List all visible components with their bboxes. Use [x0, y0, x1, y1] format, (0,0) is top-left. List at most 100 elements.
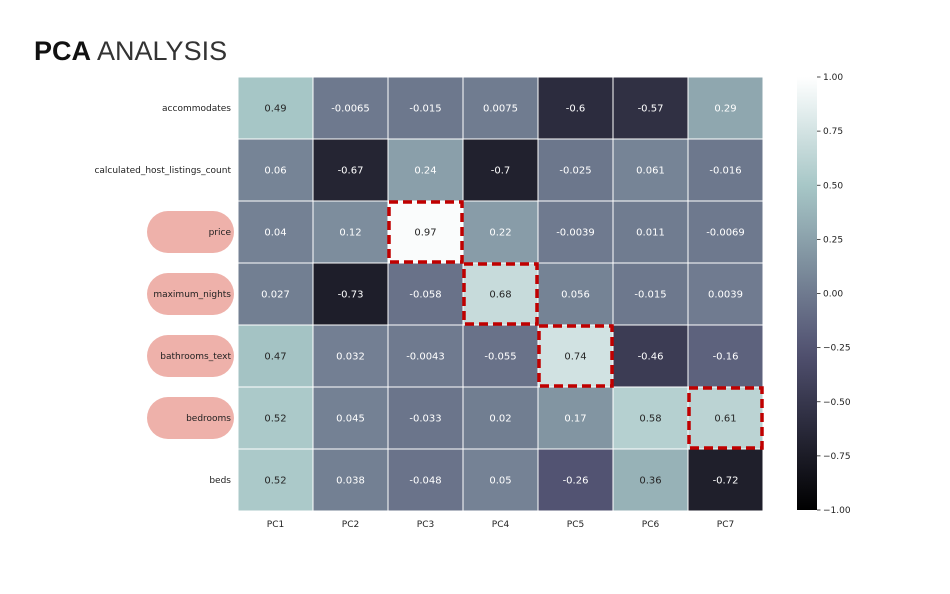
- cell-value-label: 0.02: [489, 414, 511, 425]
- cell-value-label: -0.73: [338, 290, 364, 301]
- heatmap-cell-bedrooms-pc2: [312, 386, 389, 450]
- heatmap-cell-maximum-nights-pc2: [312, 262, 389, 326]
- heatmap-cell-accommodates-pc1: [237, 76, 314, 140]
- heatmap-cell-accommodates-pc3: [387, 76, 464, 140]
- cell-value-label: 0.74: [564, 352, 586, 363]
- row-label-price: price: [209, 228, 232, 238]
- row-label-highlights: [147, 211, 234, 439]
- cell-value-label: -0.16: [713, 352, 739, 363]
- cell-value-label: -0.46: [638, 352, 664, 363]
- cell-value-label: 0.04: [264, 228, 286, 239]
- heatmap-cell-maximum-nights-pc3: [387, 262, 464, 326]
- highlight-box-price-pc3: [387, 200, 464, 264]
- colorbar-tick-label: −0.50: [823, 398, 851, 408]
- cell-value-label: -0.0039: [556, 228, 595, 239]
- row-label-accommodates: accommodates: [162, 104, 231, 114]
- column-label-pc7: PC7: [717, 520, 734, 530]
- cell-value-label: -0.67: [338, 166, 364, 177]
- heatmap-cell-accommodates-pc4: [462, 76, 539, 140]
- cell-value-label: -0.025: [559, 166, 591, 177]
- cell-value-label: -0.015: [409, 104, 441, 115]
- column-label-pc2: PC2: [342, 520, 359, 530]
- cell-value-label: 0.61: [714, 414, 736, 425]
- page-title: PCA ANALYSIS: [34, 33, 227, 69]
- colorbar-tick-label: 0.25: [823, 235, 843, 245]
- cell-value-label: 0.0075: [483, 104, 518, 115]
- row-highlight-pill-bathrooms-text: [147, 335, 234, 377]
- cell-value-label: -0.033: [409, 414, 441, 425]
- cell-value-label: 0.47: [264, 352, 286, 363]
- heatmap-cell-price-pc4: [462, 200, 539, 264]
- heatmap-cell-bedrooms-pc6: [612, 386, 689, 450]
- cell-value-label: 0.06: [264, 166, 286, 177]
- colorbar-tick-label: −0.75: [823, 452, 851, 462]
- heatmap-cell-price-pc7: [687, 200, 764, 264]
- heatmap-cell-calculated-host-listings-count-pc1: [237, 138, 314, 202]
- cell-value-label: -0.0069: [706, 228, 745, 239]
- cell-value-label: 0.22: [489, 228, 511, 239]
- heatmap-value-labels: 0.49 -0.0065 -0.015 0.0075 -0.6 -0.57 0.29 0.06…: [261, 104, 745, 487]
- heatmap-cell-bedrooms-pc7: [687, 386, 764, 450]
- cell-value-label: 0.045: [336, 414, 365, 425]
- cell-value-label: 0.061: [636, 166, 665, 177]
- row-label-beds: beds: [209, 476, 231, 486]
- heatmap-cells: [237, 76, 764, 512]
- column-label-pc5: PC5: [567, 520, 584, 530]
- colorbar: 1.00 0.75 0.50 0.25 0.00 −0.25 −0.50 −0.75 −1.00: [797, 73, 851, 516]
- colorbar-tick-label: 0.00: [823, 290, 843, 300]
- cell-value-label: -0.7: [491, 166, 511, 177]
- heatmap-cell-bathrooms-text-pc6: [612, 324, 689, 388]
- heatmap-cell-price-pc3: [387, 200, 464, 264]
- cell-value-label: 0.05: [489, 476, 511, 487]
- row-label-maximum-nights: maximum_nights: [153, 290, 231, 300]
- colorbar-tick-label: 0.75: [823, 127, 843, 137]
- highlight-box-bathrooms-text-pc5: [537, 324, 614, 388]
- heatmap-cell-bathrooms-text-pc5: [537, 324, 614, 388]
- heatmap-cell-bedrooms-pc3: [387, 386, 464, 450]
- cell-value-label: 0.0039: [708, 290, 743, 301]
- colorbar-tick-label: 1.00: [823, 73, 843, 83]
- column-label-pc6: PC6: [642, 520, 660, 530]
- title-light: ANALYSIS: [97, 36, 228, 66]
- colorbar-gradient: [797, 77, 817, 510]
- row-label-bathrooms-text: bathrooms_text: [160, 352, 231, 362]
- cell-value-label: -0.048: [409, 476, 441, 487]
- row-highlight-pill-bedrooms: [147, 397, 234, 439]
- column-labels: PC1 PC2 PC3 PC4 PC5 PC6 PC7: [267, 520, 734, 530]
- cell-value-label: -0.055: [484, 352, 516, 363]
- cell-value-label: -0.0065: [331, 104, 370, 115]
- column-label-pc4: PC4: [492, 520, 510, 530]
- heatmap-cell-accommodates-pc2: [312, 76, 389, 140]
- cell-value-label: 0.68: [489, 290, 511, 301]
- heatmap-cell-beds-pc5: [537, 448, 614, 512]
- cell-value-label: 0.17: [564, 414, 586, 425]
- cell-value-label: 0.97: [414, 228, 436, 239]
- cell-value-label: 0.038: [336, 476, 365, 487]
- cell-value-label: 0.056: [561, 290, 590, 301]
- highlight-box-maximum-nights-pc4: [462, 262, 539, 326]
- cell-value-label: 0.58: [639, 414, 661, 425]
- cell-value-label: -0.015: [634, 290, 666, 301]
- heatmap-cell-beds-pc1: [237, 448, 314, 512]
- heatmap-cell-maximum-nights-pc4: [462, 262, 539, 326]
- row-labels: accommodates calculated_host_listings_cou…: [94, 104, 231, 486]
- cell-value-label: 0.12: [339, 228, 361, 239]
- heatmap-cell-bathrooms-text-pc7: [687, 324, 764, 388]
- heatmap-cell-beds-pc3: [387, 448, 464, 512]
- heatmap-cell-calculated-host-listings-count-pc2: [312, 138, 389, 202]
- heatmap-cell-beds-pc4: [462, 448, 539, 512]
- colorbar-tick-label: 0.50: [823, 181, 843, 191]
- cell-value-label: 0.52: [264, 414, 286, 425]
- heatmap-cell-bathrooms-text-pc4: [462, 324, 539, 388]
- cell-value-label: 0.52: [264, 476, 286, 487]
- cell-value-label: 0.027: [261, 290, 290, 301]
- highlight-box-bedrooms-pc7: [687, 386, 764, 450]
- heatmap-cell-beds-pc6: [612, 448, 689, 512]
- heatmap-cell-price-pc6: [612, 200, 689, 264]
- cell-value-label: -0.016: [709, 166, 741, 177]
- cell-value-label: -0.058: [409, 290, 441, 301]
- cell-value-label: -0.6: [566, 104, 586, 115]
- cell-value-label: -0.72: [713, 476, 739, 487]
- row-label-bedrooms: bedrooms: [186, 414, 231, 424]
